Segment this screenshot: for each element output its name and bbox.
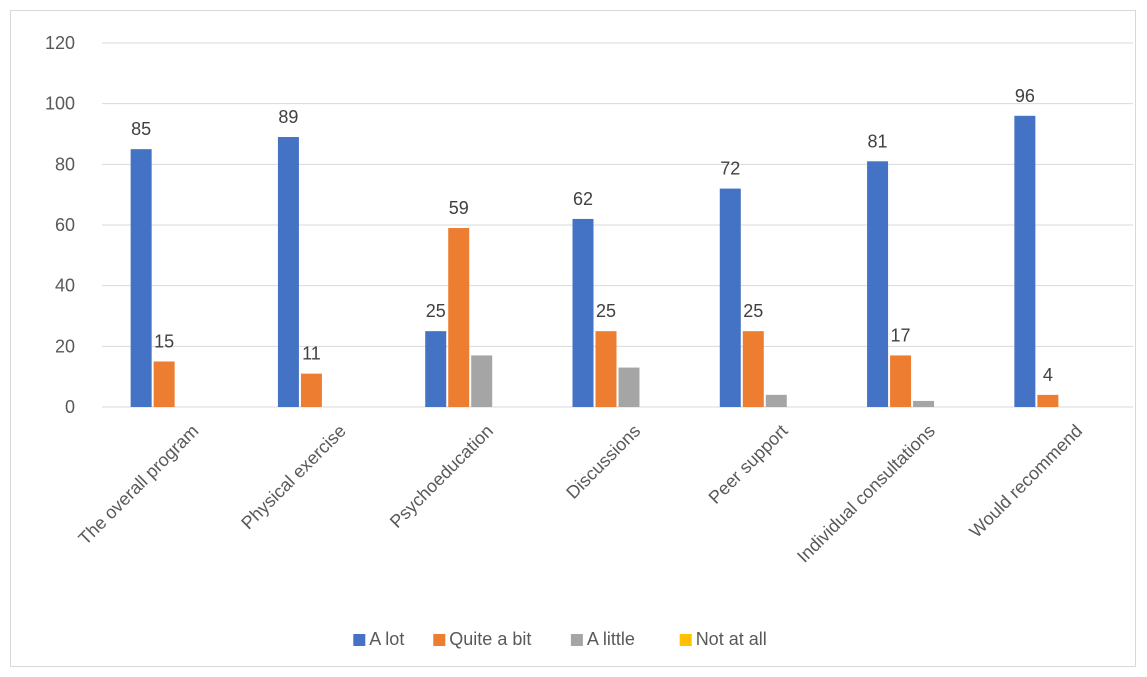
data-label: 4 xyxy=(1043,365,1053,385)
bar-a-little xyxy=(471,355,492,407)
x-tick-label: The overall program xyxy=(74,421,202,549)
y-tick-label: 40 xyxy=(55,276,75,296)
data-label: 89 xyxy=(278,107,298,127)
bar-quite-a-bit xyxy=(301,374,322,407)
bars xyxy=(131,116,1059,407)
y-tick-label: 120 xyxy=(45,33,75,53)
y-tick-label: 60 xyxy=(55,215,75,235)
data-label: 62 xyxy=(573,189,593,209)
bar-quite-a-bit xyxy=(1037,395,1058,407)
data-label: 81 xyxy=(868,131,888,151)
data-label: 11 xyxy=(302,344,321,364)
legend-label: A lot xyxy=(369,629,404,649)
legend-swatch xyxy=(571,634,583,646)
legend: A lot Quite a bit A little Not at all xyxy=(353,629,766,649)
bar-a-little xyxy=(913,401,934,407)
bar-a-lot xyxy=(720,189,741,407)
x-axis-ticks: The overall program Physical exercise Psyc… xyxy=(74,421,1086,567)
data-label: 59 xyxy=(449,198,469,218)
legend-label: Quite a bit xyxy=(449,629,531,649)
bar-a-lot xyxy=(1014,116,1035,407)
x-tick-label: Physical exercise xyxy=(237,421,349,533)
data-label: 15 xyxy=(154,332,174,352)
y-axis-ticks: 0 20 40 60 80 100 120 xyxy=(45,33,75,417)
bar-quite-a-bit xyxy=(890,355,911,407)
legend-swatch xyxy=(680,634,692,646)
data-label: 25 xyxy=(596,301,616,321)
x-tick-label: Would recommend xyxy=(965,421,1086,542)
legend-label: Not at all xyxy=(696,629,767,649)
legend-swatch xyxy=(353,634,365,646)
bar-a-little xyxy=(766,395,787,407)
y-tick-label: 80 xyxy=(55,154,75,174)
bar-a-lot xyxy=(573,219,594,407)
bar-quite-a-bit xyxy=(154,362,175,408)
bar-a-lot xyxy=(278,137,299,407)
data-label: 25 xyxy=(743,301,763,321)
x-tick-label: Individual consultations xyxy=(793,421,939,567)
bar-a-lot xyxy=(425,331,446,407)
bar-quite-a-bit xyxy=(743,331,764,407)
y-tick-label: 0 xyxy=(65,397,75,417)
y-tick-label: 20 xyxy=(55,336,75,356)
x-tick-label: Psychoeducation xyxy=(386,421,497,532)
bar-a-lot xyxy=(867,161,888,407)
data-label: 17 xyxy=(891,325,911,345)
bar-a-lot xyxy=(131,149,152,407)
bar-a-little xyxy=(619,368,640,407)
x-tick-label: Discussions xyxy=(562,421,644,503)
data-label: 72 xyxy=(720,159,740,179)
x-tick-label: Peer support xyxy=(705,421,792,508)
y-tick-label: 100 xyxy=(45,94,75,114)
data-label: 96 xyxy=(1015,86,1035,106)
legend-label: A little xyxy=(587,629,635,649)
gridlines xyxy=(102,43,1133,407)
data-label: 25 xyxy=(426,301,446,321)
bar-quite-a-bit xyxy=(596,331,617,407)
legend-swatch xyxy=(433,634,445,646)
bar-quite-a-bit xyxy=(448,228,469,407)
data-label: 85 xyxy=(131,119,151,139)
